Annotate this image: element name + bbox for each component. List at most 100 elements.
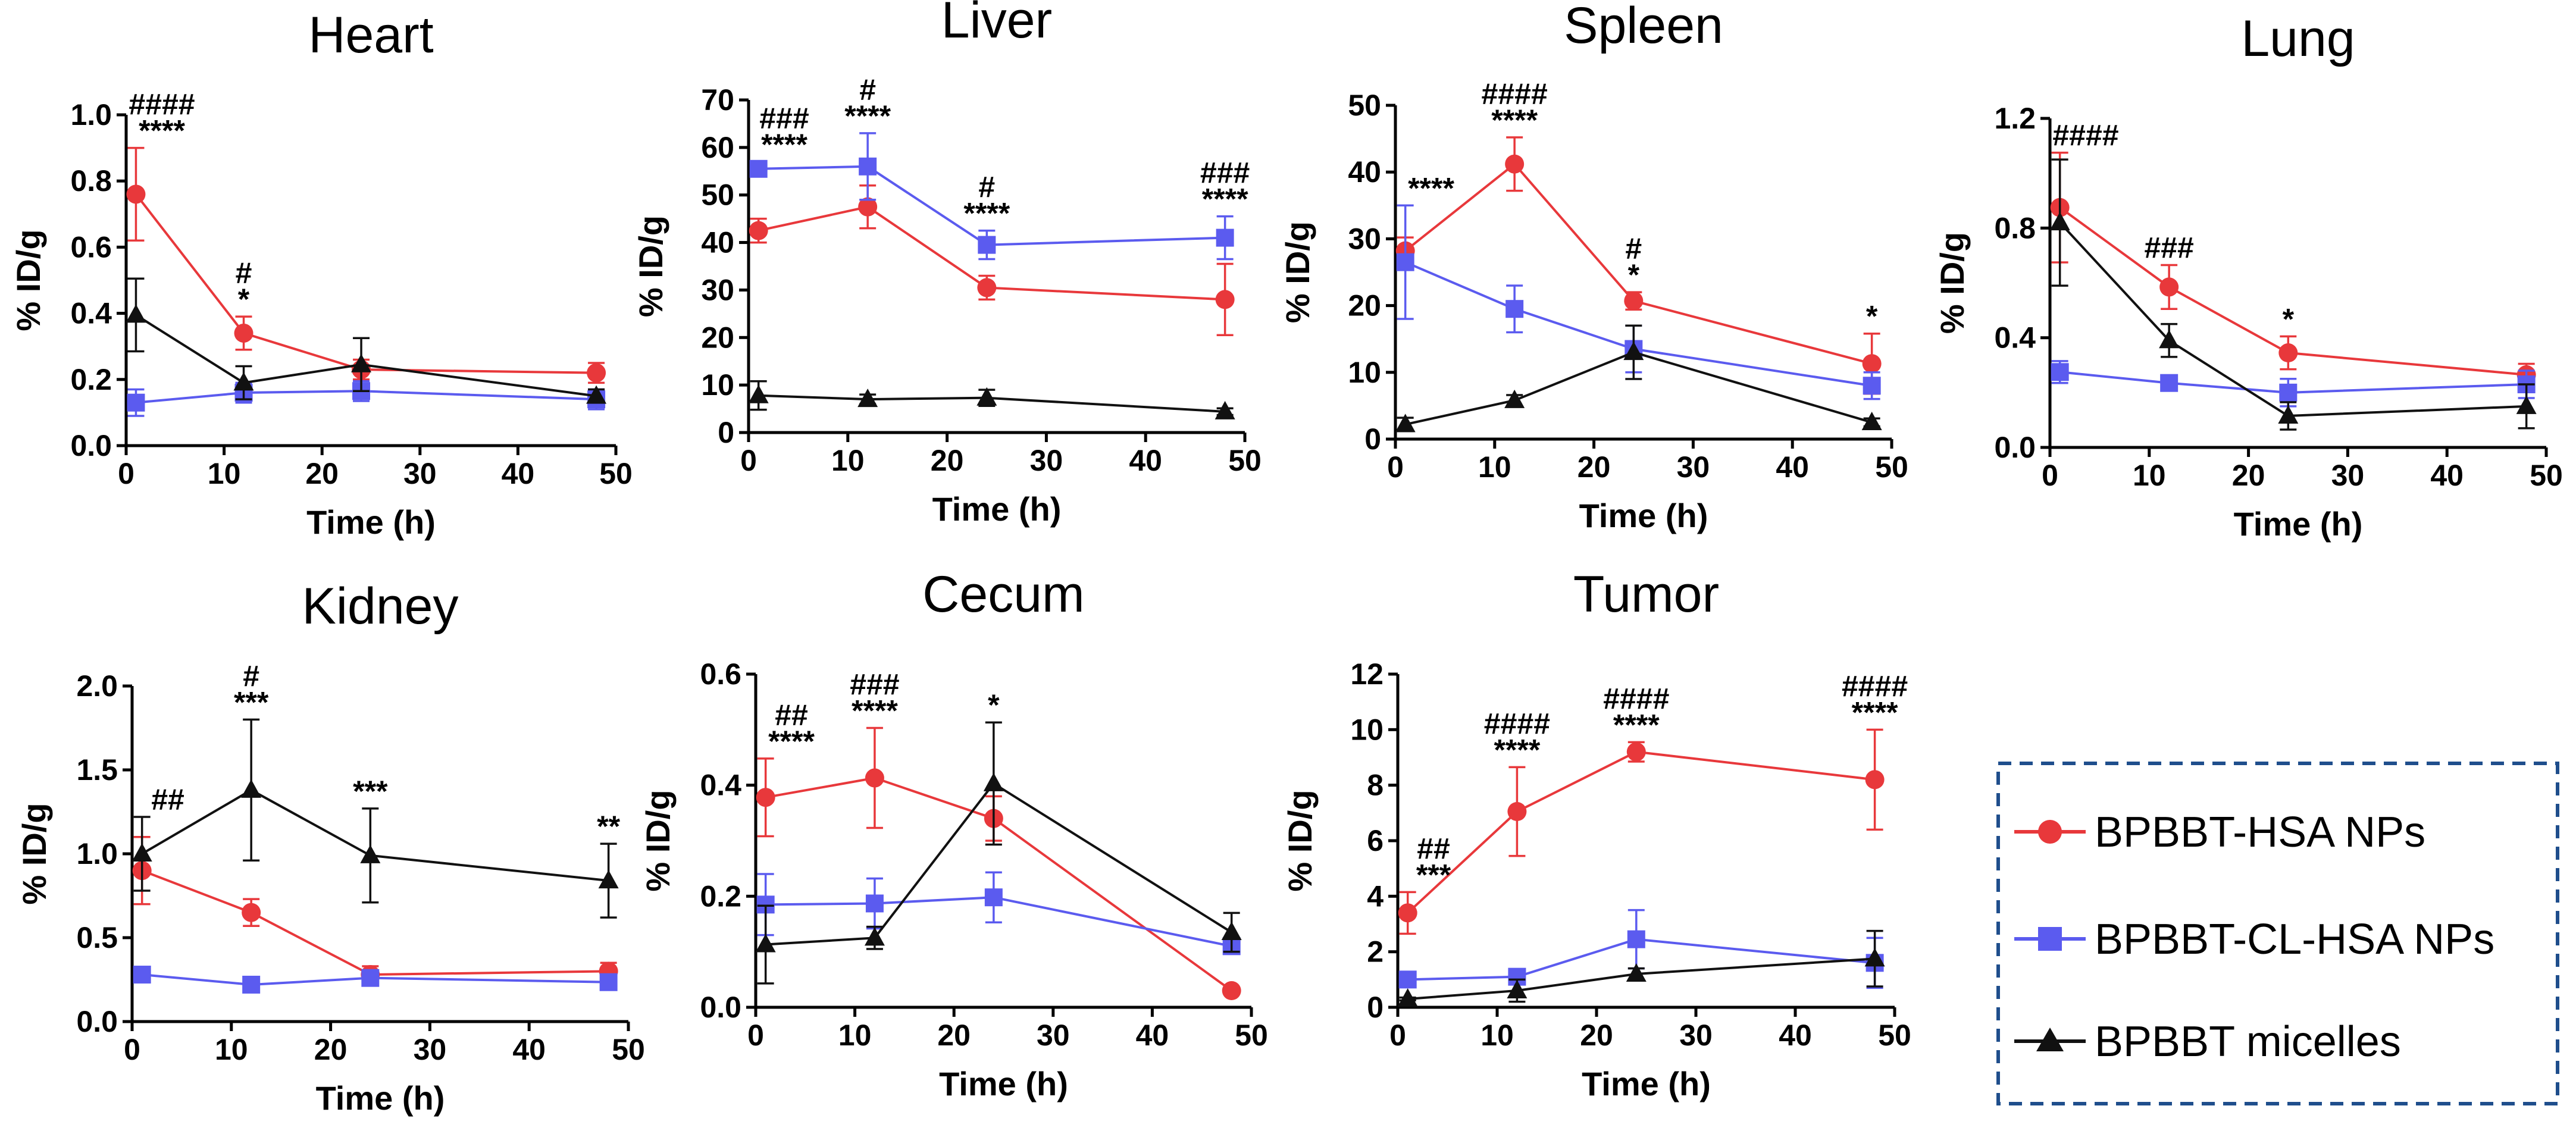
x-tick-label: 20 xyxy=(931,444,964,477)
x-tick-label: 40 xyxy=(502,457,535,490)
significance-label: * xyxy=(238,283,250,316)
series-hsa-nps xyxy=(1398,728,1885,935)
data-point xyxy=(234,323,253,343)
y-tick-label: 20 xyxy=(1348,289,1381,322)
legend: BPBBT-HSA NPs BPBBT-CL-HSA NPs BPBBT mic… xyxy=(1996,762,2559,1105)
data-point xyxy=(126,184,146,204)
data-point xyxy=(748,384,769,403)
data-point xyxy=(865,768,884,788)
significance-label: #### xyxy=(129,88,195,121)
y-tick-label: 40 xyxy=(1348,155,1381,189)
significance-label: *** xyxy=(1416,858,1451,891)
data-point xyxy=(1623,342,1644,361)
x-tick-label: 30 xyxy=(1677,450,1710,484)
data-point xyxy=(241,779,262,798)
significance-label: **** xyxy=(1494,733,1540,766)
significance-label: **** xyxy=(761,128,807,161)
series-line-hsa-nps xyxy=(1407,750,1875,914)
y-tick-label: 0.0 xyxy=(700,991,741,1024)
y-tick-label: 10 xyxy=(1350,713,1384,746)
series-line-hsa-nps xyxy=(758,205,1225,301)
data-point xyxy=(1215,290,1235,309)
x-axis-label: Time (h) xyxy=(2234,505,2363,543)
y-tick-label: 0.2 xyxy=(70,363,112,396)
data-point xyxy=(1861,411,1882,430)
x-tick-label: 20 xyxy=(2232,459,2265,492)
significance-label: ## xyxy=(151,783,184,816)
y-tick-label: 30 xyxy=(1348,222,1381,255)
data-point xyxy=(983,772,1004,791)
x-tick-label: 50 xyxy=(599,457,633,490)
x-tick-label: 20 xyxy=(314,1033,348,1066)
series-line-cl-hsa-nps xyxy=(1407,938,1875,981)
x-tick-label: 10 xyxy=(838,1019,872,1052)
significance-label: ## xyxy=(1417,832,1450,865)
data-point xyxy=(1397,988,1418,1007)
x-tick-label: 0 xyxy=(2042,459,2058,492)
y-tick-label: 10 xyxy=(1348,356,1381,389)
x-tick-label: 30 xyxy=(1030,444,1063,477)
x-tick-label: 50 xyxy=(1228,444,1262,477)
legend-label-cl-hsa-nps: BPBBT-CL-HSA NPs xyxy=(2095,916,2494,963)
data-point xyxy=(864,927,885,946)
y-axis-label: % ID/g xyxy=(632,215,669,317)
series-hsa-nps xyxy=(749,184,1235,337)
significance-label: **** xyxy=(768,725,815,758)
legend-label-micelles: BPBBT micelles xyxy=(2095,1018,2401,1066)
y-tick-label: 50 xyxy=(1348,89,1381,122)
significance-label: *** xyxy=(234,685,269,719)
significance-label: #### xyxy=(2052,119,2118,152)
x-tick-label: 50 xyxy=(2530,459,2563,492)
x-tick-label: 50 xyxy=(1235,1019,1268,1052)
y-tick-label: 0 xyxy=(1367,991,1384,1024)
data-point xyxy=(599,973,618,991)
y-tick-label: 40 xyxy=(701,226,734,259)
y-tick-label: 0.8 xyxy=(70,164,112,198)
series-hsa-nps xyxy=(2050,151,2536,387)
data-point xyxy=(857,389,878,408)
legend-entry-micelles: BPBBT micelles xyxy=(2014,1018,2401,1066)
data-point xyxy=(351,353,372,372)
significance-label: * xyxy=(1628,258,1640,292)
series-micelles xyxy=(132,718,619,919)
significance-label: #### xyxy=(1482,77,1548,111)
series-line-micelles xyxy=(1407,957,1875,1000)
data-point xyxy=(1627,930,1645,948)
x-tick-label: 40 xyxy=(1129,444,1162,477)
significance-label: ## xyxy=(775,699,808,732)
data-point xyxy=(1626,963,1647,982)
chart-title-kidney: Kidney xyxy=(302,578,459,635)
series-hsa-nps xyxy=(126,146,606,384)
x-tick-label: 10 xyxy=(208,457,241,490)
series-line-micelles xyxy=(141,788,609,882)
x-tick-label: 50 xyxy=(1878,1019,1911,1052)
series-cl-hsa-nps xyxy=(133,966,618,994)
y-tick-label: 2.0 xyxy=(76,669,118,703)
data-point xyxy=(2516,395,2537,414)
data-point xyxy=(2278,343,2298,363)
significance-label: ### xyxy=(850,668,899,701)
y-axis-label: % ID/g xyxy=(1281,790,1319,891)
chart-panel-tumor: Tumor 0 2 4 6 8 10 12 0 10 20 30 40 50 Time (h) % ID/g #… xyxy=(1281,566,1911,1102)
significance-label: **** xyxy=(1491,104,1538,137)
data-point xyxy=(2049,212,2070,231)
x-tick-label: 0 xyxy=(740,444,757,477)
y-tick-label: 0.4 xyxy=(700,769,741,802)
x-tick-label: 50 xyxy=(612,1033,645,1066)
y-axis-label: % ID/g xyxy=(10,229,47,331)
chart-title-heart: Heart xyxy=(308,7,433,64)
y-tick-label: 0.2 xyxy=(700,879,741,913)
data-point xyxy=(1505,154,1525,174)
series-line-micelles xyxy=(758,394,1225,413)
data-point xyxy=(587,363,606,383)
data-point xyxy=(1216,228,1234,247)
x-axis-label: Time (h) xyxy=(932,490,1062,528)
data-point xyxy=(749,221,768,240)
significance-label: ### xyxy=(2144,231,2193,265)
data-point xyxy=(242,975,261,994)
x-tick-label: 0 xyxy=(747,1019,764,1052)
y-tick-label: 20 xyxy=(701,321,734,354)
legend-marker-triangle-icon xyxy=(2036,1028,2064,1051)
y-tick-label: 1.0 xyxy=(70,98,112,131)
chart-title-tumor: Tumor xyxy=(1573,566,1719,623)
